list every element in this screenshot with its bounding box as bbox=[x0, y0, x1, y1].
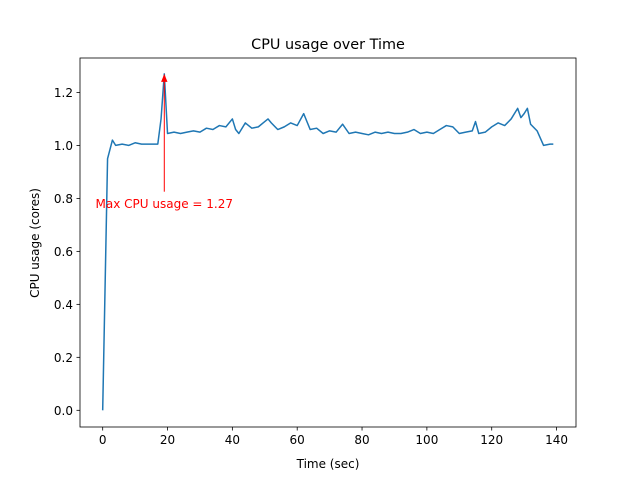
x-tick-label: 120 bbox=[480, 433, 503, 447]
x-tick-label: 100 bbox=[415, 433, 438, 447]
y-tick-label: 0.2 bbox=[54, 351, 73, 365]
y-tick-label: 1.0 bbox=[54, 139, 73, 153]
y-tick-label: 0.8 bbox=[54, 192, 73, 206]
y-tick-label: 1.2 bbox=[54, 86, 73, 100]
y-tick-label: 0.6 bbox=[54, 245, 73, 259]
x-tick-label: 140 bbox=[545, 433, 568, 447]
y-tick-label: 0.0 bbox=[54, 404, 73, 418]
series-line bbox=[101, 73, 554, 411]
x-tick-label: 0 bbox=[99, 433, 107, 447]
x-tick-label: 40 bbox=[225, 433, 240, 447]
plot-area: 0 20 40 60 80 100 120 140 0.0 0.2 0.4 0.6 0.8 1.0 1.2 M… bbox=[54, 57, 577, 447]
x-tick-label: 60 bbox=[290, 433, 305, 447]
y-tick-label: 0.4 bbox=[54, 298, 73, 312]
plot-frame bbox=[79, 57, 577, 428]
x-tick-label: 20 bbox=[160, 433, 175, 447]
x-tick-label: 80 bbox=[354, 433, 369, 447]
chart-title: CPU usage over Time bbox=[251, 37, 405, 53]
x-axis-title: Time (sec) bbox=[296, 457, 360, 471]
annotation-arrow-head bbox=[161, 73, 168, 82]
y-axis-title: CPU usage (cores) bbox=[28, 188, 42, 298]
annotation-label: Max CPU usage = 1.27 bbox=[96, 197, 233, 211]
